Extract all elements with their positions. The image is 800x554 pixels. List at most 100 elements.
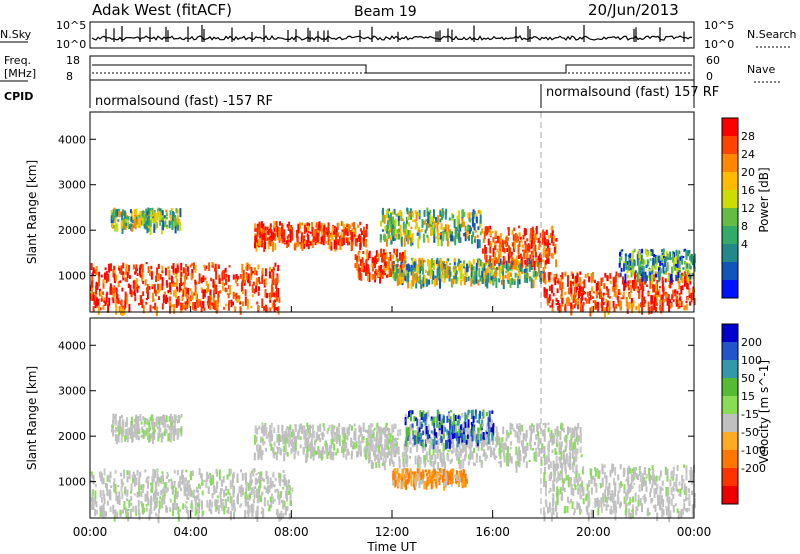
echo-cell-b2 <box>291 227 294 237</box>
echo-cell-b3 <box>458 440 461 450</box>
echo-cell-b3 <box>425 451 428 456</box>
echo-cell-b7 <box>640 302 643 308</box>
echo-cell-b7 <box>590 306 593 313</box>
echo-cell-b0 <box>173 469 176 474</box>
echo-cell-b3 <box>514 430 517 438</box>
echo-cell-b2 <box>353 233 356 237</box>
echo-cell-b3 <box>495 426 498 434</box>
echo-cell-b6 <box>555 238 558 242</box>
echo-cell-b8 <box>627 264 630 270</box>
echo-cell-b7 <box>611 286 614 292</box>
echo-cell-b3 <box>458 426 461 432</box>
echo-cell-b0 <box>162 494 164 502</box>
echo-cell-b0 <box>211 493 214 499</box>
echo-cell-b0 <box>107 304 110 313</box>
echo-cell-b2 <box>264 424 266 428</box>
echo-cell-b0 <box>275 283 278 289</box>
echo-cell-b0 <box>282 470 285 473</box>
echo-cell-b3 <box>384 426 387 437</box>
echo-cell-b7 <box>570 302 573 309</box>
echo-cell-b2 <box>331 225 334 235</box>
echo-cell-b8 <box>675 249 678 258</box>
echo-cell-b4 <box>410 237 413 247</box>
echo-cell-b2 <box>265 447 267 452</box>
echo-cell-b2 <box>265 427 268 435</box>
echo-cell-b3 <box>358 267 361 272</box>
echo-cell-b0 <box>124 492 127 496</box>
echo-cell-b0 <box>109 471 112 479</box>
echo-cell-b8 <box>639 267 642 275</box>
echo-cell-b2 <box>293 431 296 440</box>
echo-cell-b6 <box>509 255 512 259</box>
echo-cell-b0 <box>228 492 231 496</box>
echo-cell-b0 <box>245 487 248 495</box>
echo-cell-b7 <box>556 288 559 294</box>
echo-cell-b4 <box>446 415 449 423</box>
echo-cell-b7 <box>653 284 656 293</box>
echo-cell-b2 <box>307 235 310 244</box>
echo-cell-b3 <box>379 270 382 278</box>
echo-cell-b3 <box>551 449 554 453</box>
echo-cell-b5 <box>416 473 419 479</box>
echo-cell-b0 <box>194 506 197 517</box>
echo-cell-b3 <box>366 272 369 281</box>
echo-cell-b1 <box>152 218 155 223</box>
echo-cell-b3 <box>403 451 406 457</box>
echo-cell-b0 <box>268 504 271 512</box>
echo-cell-b6 <box>524 240 527 246</box>
echo-cell-b4 <box>430 416 433 421</box>
echo-cell-b5 <box>405 468 407 477</box>
echo-cell-b2 <box>303 235 306 239</box>
echo-cell-b2 <box>351 440 354 444</box>
echo-cell-b0 <box>255 277 258 286</box>
echo-cell-b0 <box>109 283 112 293</box>
echo-cell-b7 <box>672 289 675 298</box>
echo-cell-b2 <box>323 231 326 242</box>
echo-cell-b2 <box>365 223 368 230</box>
echo-cell-b7 <box>575 280 578 287</box>
echo-cell-b3 <box>573 438 576 444</box>
echo-cell-b7 <box>628 293 631 300</box>
echo-cell-b2 <box>265 434 268 439</box>
echo-cell-b5 <box>524 264 527 269</box>
echo-cell-b2 <box>318 228 321 231</box>
echo-cell-b7 <box>625 296 628 307</box>
echo-cell-b6 <box>495 257 498 264</box>
echo-cell-b0 <box>132 476 135 484</box>
echo-cell-b8 <box>682 273 685 277</box>
echo-cell-b0 <box>120 306 122 316</box>
echo-cell-b8 <box>631 264 634 271</box>
echo-cell-b4 <box>451 235 454 240</box>
echo-cell-b8 <box>688 270 691 274</box>
echo-cell-b0 <box>167 289 170 294</box>
echo-cell-b1 <box>130 211 133 217</box>
echo-cell-b3 <box>565 438 568 448</box>
echo-cell-b0 <box>177 513 180 522</box>
echo-cell-b2 <box>365 230 368 238</box>
echo-cell-b2 <box>285 432 288 439</box>
echo-cell-b0 <box>256 301 259 305</box>
echo-cell-b2 <box>376 425 379 432</box>
echo-cell-b8 <box>654 258 657 267</box>
echo-cell-b7 <box>597 281 600 291</box>
echo-cell-b6 <box>499 233 502 243</box>
echo-cell-b6 <box>545 229 548 236</box>
echo-cell-b0 <box>263 501 266 507</box>
echo-cell-b6 <box>544 249 547 255</box>
echo-cell-b8 <box>633 248 636 253</box>
echo-cell-b1 <box>146 418 149 425</box>
echo-cell-b0 <box>183 477 186 487</box>
echo-cell-b0 <box>185 501 188 504</box>
echo-cell-b2 <box>319 437 322 443</box>
echo-cell-b4 <box>477 209 480 214</box>
echo-cell-b3 <box>484 456 487 460</box>
echo-cell-b3 <box>434 443 437 450</box>
echo-cell-b0 <box>273 268 275 271</box>
echo-cell-b0 <box>229 479 232 490</box>
echo-cell-b1 <box>157 207 160 214</box>
echo-cell-b4 <box>456 232 459 240</box>
echo-cell-b6 <box>530 250 533 255</box>
echo-cell-b4 <box>468 410 471 413</box>
echo-cell-b1 <box>162 220 165 231</box>
echo-cell-b2 <box>351 445 354 450</box>
